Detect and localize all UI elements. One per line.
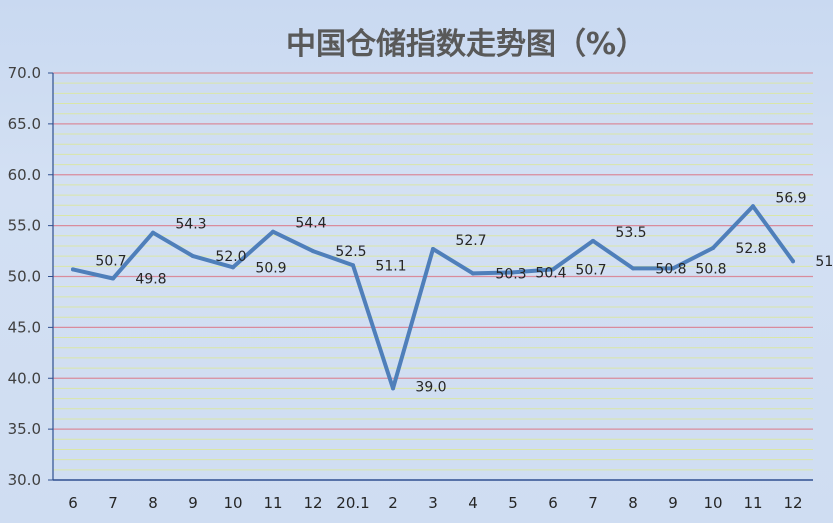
data-label: 52.8 [735, 241, 766, 257]
y-tick-label: 55.0 [8, 217, 41, 235]
y-tick-label: 40.0 [8, 369, 41, 387]
x-tick-label: 7 [588, 494, 598, 512]
data-label-layer: 50.7 49.8 54.3 52.0 50.9 54.4 52.5 51.1 39.0 52.7… [95, 190, 833, 395]
x-tick-label: 20.1 [336, 494, 369, 512]
data-label: 52.7 [455, 233, 486, 249]
x-tick-label: 11 [263, 494, 282, 512]
axis-layer: 30.0 35.0 40.0 45.0 50.0 55.0 60.0 65.0 70.0 6 7 8 9… [8, 64, 813, 512]
y-tick-label: 70.0 [8, 64, 41, 82]
x-tick-label: 9 [668, 494, 678, 512]
grid-layer [53, 72, 813, 471]
data-point [111, 276, 115, 281]
data-label: 50.8 [655, 261, 686, 277]
data-point [551, 267, 555, 272]
data-label: 56.9 [775, 190, 806, 206]
data-point [231, 265, 235, 270]
x-tick-label: 10 [703, 494, 722, 512]
data-label: 50.9 [255, 260, 286, 276]
x-tick-label: 5 [508, 494, 518, 512]
x-tick-label: 4 [468, 494, 478, 512]
y-tick-label: 65.0 [8, 115, 41, 133]
data-label: 50.8 [695, 261, 726, 277]
data-label: 50.7 [95, 253, 126, 269]
data-label: 51.1 [375, 258, 406, 274]
x-tick-label: 8 [148, 494, 158, 512]
data-label: 52.5 [335, 244, 366, 260]
chart-title: 中国仓储指数走势图（%） [286, 27, 646, 62]
data-point [71, 267, 75, 272]
data-label: 51.5 [815, 254, 833, 270]
data-label: 50.4 [535, 265, 566, 281]
x-tick-label: 11 [743, 494, 762, 512]
series-layer [71, 204, 795, 391]
y-tick-label: 45.0 [8, 318, 41, 336]
x-tick-label: 10 [223, 494, 242, 512]
data-label: 49.8 [135, 272, 166, 288]
data-point [471, 271, 475, 276]
data-point [631, 266, 635, 271]
data-point [191, 254, 195, 259]
y-tick-label: 35.0 [8, 420, 41, 438]
y-tick-label: 30.0 [8, 471, 41, 489]
data-label: 53.5 [615, 225, 646, 241]
data-point [511, 270, 515, 275]
x-tick-label: 6 [68, 494, 78, 512]
data-point [351, 263, 355, 268]
data-point [791, 259, 795, 264]
y-tick-label: 50.0 [8, 268, 41, 286]
x-tick-label: 12 [783, 494, 802, 512]
x-tick-label: 12 [303, 494, 322, 512]
data-label: 50.7 [575, 262, 606, 278]
x-tick-label: 3 [428, 494, 438, 512]
data-label: 54.4 [295, 216, 326, 232]
data-label: 50.3 [495, 266, 526, 282]
x-tick-label: 8 [628, 494, 638, 512]
data-point [311, 249, 315, 254]
data-point [151, 230, 155, 235]
x-tick-label: 2 [388, 494, 398, 512]
data-point [751, 204, 755, 209]
data-point [431, 247, 435, 252]
data-label: 39.0 [415, 379, 446, 395]
x-tick-label: 7 [108, 494, 118, 512]
data-point [591, 238, 595, 243]
data-label: 52.0 [215, 249, 246, 265]
x-tick-label: 6 [548, 494, 558, 512]
data-point [711, 246, 715, 251]
data-point [271, 229, 275, 234]
x-tick-label: 9 [188, 494, 198, 512]
data-label: 54.3 [175, 217, 206, 233]
y-tick-label: 60.0 [8, 166, 41, 184]
data-point [671, 266, 675, 271]
data-point [391, 386, 395, 391]
